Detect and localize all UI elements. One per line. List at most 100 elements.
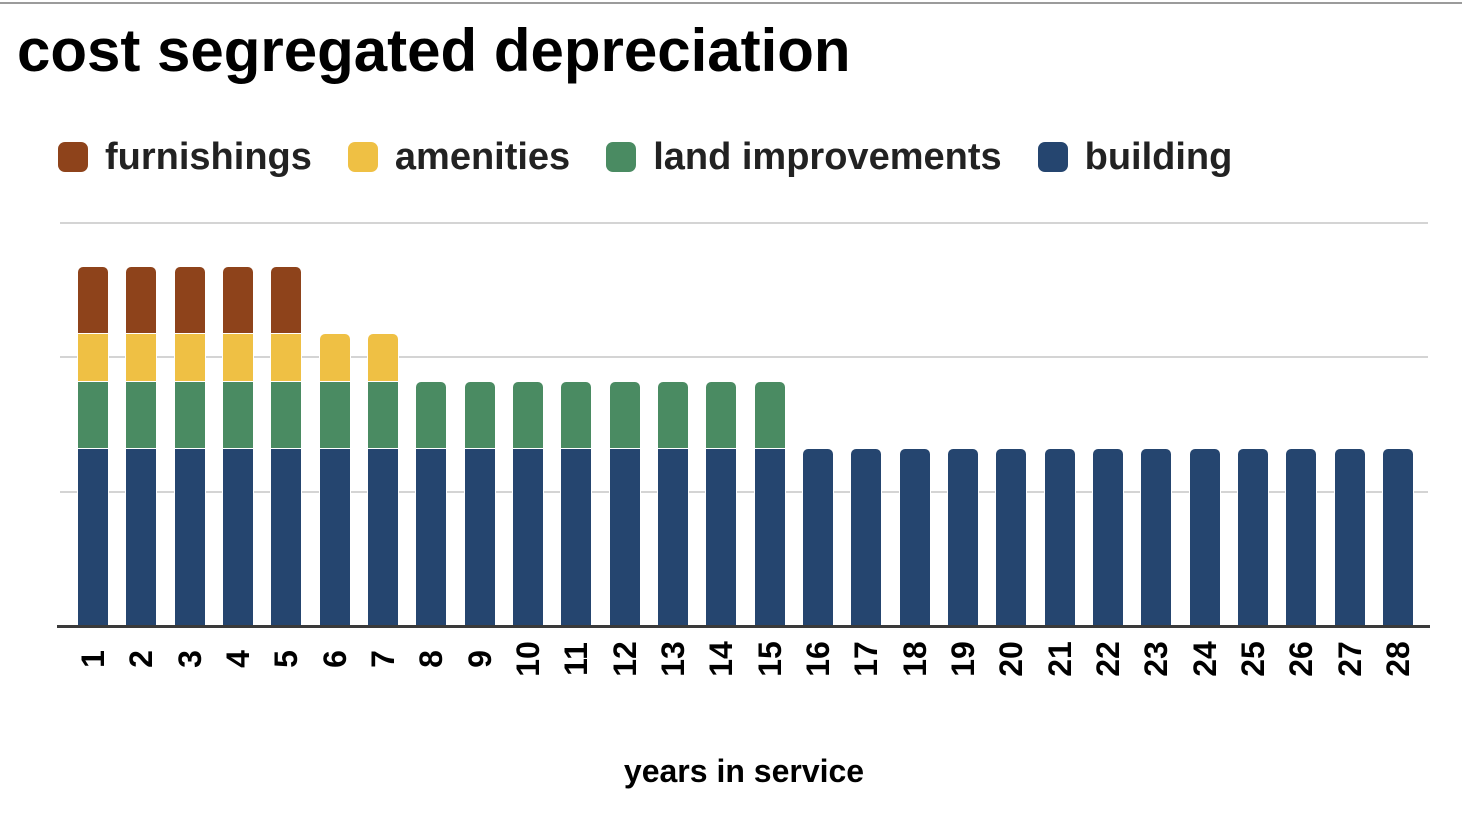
legend-label-building: building <box>1084 135 1233 178</box>
x-tick-label-21: 21 <box>1042 641 1078 677</box>
bar-year-19[interactable] <box>948 448 978 626</box>
bar-year-1[interactable] <box>78 266 108 626</box>
bar-segment-building[interactable] <box>803 448 833 626</box>
bar-segment-building[interactable] <box>126 448 156 626</box>
bar-year-17[interactable] <box>851 448 881 626</box>
bar-segment-land-improvements[interactable] <box>271 381 301 449</box>
bar-segment-building[interactable] <box>271 448 301 626</box>
bar-year-24[interactable] <box>1190 448 1220 626</box>
bar-segment-land-improvements[interactable] <box>223 381 253 449</box>
bar-segment-building[interactable] <box>1335 448 1365 626</box>
bar-segment-building[interactable] <box>706 448 736 626</box>
top-divider <box>0 2 1462 4</box>
bar-year-20[interactable] <box>996 448 1026 626</box>
bar-segment-land-improvements[interactable] <box>175 381 205 449</box>
bar-segment-building[interactable] <box>320 448 350 626</box>
bar-year-16[interactable] <box>803 448 833 626</box>
bar-segment-land-improvements[interactable] <box>610 381 640 449</box>
bar-segment-building[interactable] <box>78 448 108 626</box>
x-tick-label-4: 4 <box>220 650 256 668</box>
bar-segment-building[interactable] <box>1141 448 1171 626</box>
bar-segment-amenities[interactable] <box>78 333 108 382</box>
bar-year-28[interactable] <box>1383 448 1413 626</box>
bar-year-15[interactable] <box>755 381 785 626</box>
bar-segment-building[interactable] <box>900 448 930 626</box>
bar-segment-land-improvements[interactable] <box>561 381 591 449</box>
bar-year-9[interactable] <box>465 381 495 626</box>
bar-segment-furnishings[interactable] <box>175 266 205 334</box>
bar-segment-amenities[interactable] <box>271 333 301 382</box>
legend-item-amenities[interactable]: amenities <box>347 136 570 179</box>
bar-segment-land-improvements[interactable] <box>658 381 688 449</box>
bar-year-12[interactable] <box>610 381 640 626</box>
bar-segment-land-improvements[interactable] <box>465 381 495 449</box>
bar-year-7[interactable] <box>368 333 398 626</box>
bar-segment-land-improvements[interactable] <box>755 381 785 449</box>
bar-segment-building[interactable] <box>1238 448 1268 626</box>
legend-item-building[interactable]: building <box>1037 135 1233 179</box>
x-axis-title: years in service <box>623 753 865 789</box>
bar-segment-amenities[interactable] <box>368 333 398 382</box>
bar-segment-building[interactable] <box>368 448 398 626</box>
bar-segment-building[interactable] <box>996 448 1026 626</box>
bar-year-18[interactable] <box>900 448 930 626</box>
bar-year-23[interactable] <box>1141 448 1171 626</box>
bar-year-10[interactable] <box>513 381 543 626</box>
bar-segment-amenities[interactable] <box>223 333 253 382</box>
bar-segment-land-improvements[interactable] <box>126 381 156 449</box>
bar-segment-furnishings[interactable] <box>271 266 301 334</box>
x-axis-line <box>57 625 1430 628</box>
bar-segment-building[interactable] <box>416 448 446 626</box>
bar-segment-building[interactable] <box>610 448 640 626</box>
x-tick-label-26: 26 <box>1283 641 1319 677</box>
bar-segment-land-improvements[interactable] <box>320 381 350 449</box>
bar-segment-building[interactable] <box>948 448 978 626</box>
bar-segment-furnishings[interactable] <box>78 266 108 334</box>
bar-segment-building[interactable] <box>175 448 205 626</box>
bar-segment-building[interactable] <box>1093 448 1123 626</box>
bar-year-22[interactable] <box>1093 448 1123 626</box>
bar-year-14[interactable] <box>706 381 736 626</box>
bar-segment-building[interactable] <box>755 448 785 626</box>
x-tick-label-14: 14 <box>703 641 739 677</box>
bar-year-3[interactable] <box>175 266 205 626</box>
bar-segment-building[interactable] <box>1286 448 1316 626</box>
bar-segment-land-improvements[interactable] <box>706 381 736 449</box>
bar-segment-building[interactable] <box>1190 448 1220 626</box>
bar-segment-building[interactable] <box>465 448 495 626</box>
bar-segment-amenities[interactable] <box>175 333 205 382</box>
bar-year-25[interactable] <box>1238 448 1268 626</box>
bar-segment-furnishings[interactable] <box>223 266 253 334</box>
bar-segment-amenities[interactable] <box>126 333 156 382</box>
bar-year-2[interactable] <box>126 266 156 626</box>
bar-year-27[interactable] <box>1335 448 1365 626</box>
bar-segment-building[interactable] <box>513 448 543 626</box>
legend-item-furnishings[interactable]: furnishings <box>58 136 312 179</box>
bar-year-4[interactable] <box>223 266 253 626</box>
x-tick-label-25: 25 <box>1235 641 1271 677</box>
bar-segment-building[interactable] <box>561 448 591 626</box>
bar-segment-land-improvements[interactable] <box>513 381 543 449</box>
bar-year-11[interactable] <box>561 381 591 626</box>
x-tick-label-19: 19 <box>945 641 981 677</box>
bar-year-13[interactable] <box>658 381 688 626</box>
bar-segment-land-improvements[interactable] <box>78 381 108 449</box>
legend-label-land-improvements: land improvements <box>653 135 1002 178</box>
bar-year-5[interactable] <box>271 266 301 626</box>
land-improvements-swatch-icon <box>606 142 637 172</box>
bar-year-6[interactable] <box>320 333 350 626</box>
bar-segment-building[interactable] <box>851 448 881 626</box>
bar-segment-furnishings[interactable] <box>126 266 156 334</box>
bar-segment-building[interactable] <box>658 448 688 626</box>
bar-segment-amenities[interactable] <box>320 333 350 382</box>
bar-segment-building[interactable] <box>1383 448 1413 626</box>
bar-year-8[interactable] <box>416 381 446 626</box>
bar-segment-building[interactable] <box>1045 448 1075 626</box>
bar-year-21[interactable] <box>1045 448 1075 626</box>
x-tick-label-9: 9 <box>462 650 498 668</box>
legend-item-land-improvements[interactable]: land improvements <box>606 135 1002 179</box>
bar-segment-land-improvements[interactable] <box>368 381 398 449</box>
bar-year-26[interactable] <box>1286 448 1316 626</box>
bar-segment-building[interactable] <box>223 448 253 626</box>
bar-segment-land-improvements[interactable] <box>416 381 446 449</box>
